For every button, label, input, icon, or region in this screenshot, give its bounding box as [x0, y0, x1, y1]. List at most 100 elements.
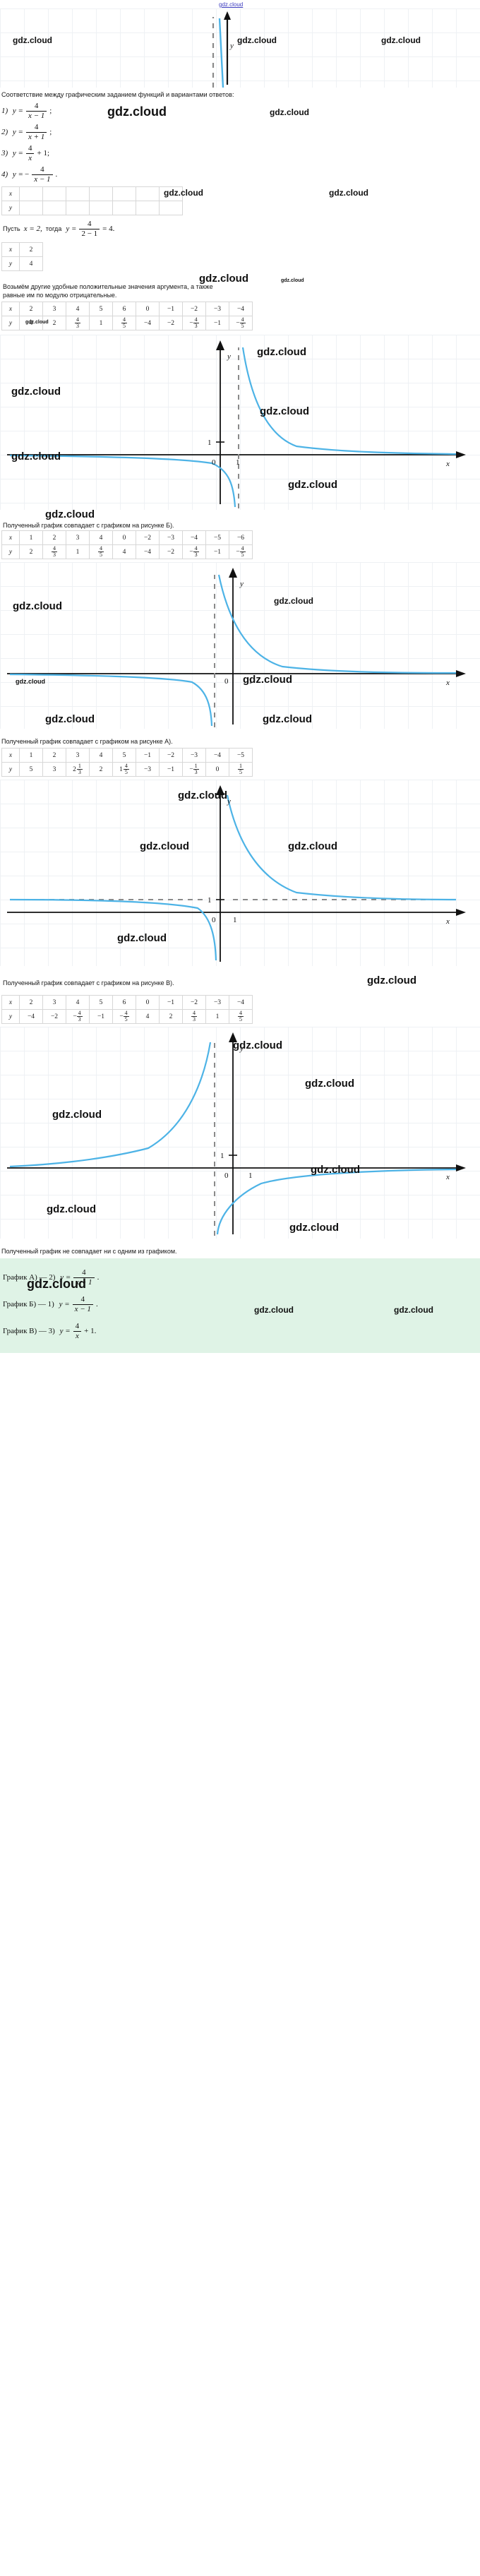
step1-line: Пусть x = 2, тогда y = 4 2 − 1 = 4. [1, 218, 480, 239]
watermark: gdz.cloud [329, 188, 368, 198]
cell [89, 186, 113, 201]
x-axis-arrow [456, 909, 466, 916]
option-1: 1) y = 4 x − 1 ; gdz.cloud gdz.cloud [1, 102, 480, 120]
cell: −1 [159, 762, 183, 777]
answer-a-numerator: 4 [82, 1268, 86, 1277]
cell: −4 [136, 316, 160, 330]
step2-block: Возьмём другие удобные положительные зна… [0, 273, 480, 299]
cell: −4 [182, 530, 206, 545]
cell: 4 [89, 748, 113, 763]
step2-line-1: Возьмём другие удобные положительные зна… [3, 283, 213, 290]
cell [112, 201, 136, 215]
cell: 2 [42, 748, 66, 763]
cell: −2 [159, 316, 183, 330]
cell: 0 [112, 530, 136, 545]
row-header-x: x [1, 995, 20, 1010]
origin-label: 0 [224, 677, 229, 686]
answer-a-denominator: x + 1 [73, 1277, 95, 1287]
hyperbola-left-branch [9, 454, 236, 508]
option-4-tail: . [55, 170, 58, 179]
option-2-denominator: x + 1 [25, 131, 47, 141]
cell: 2 [19, 302, 43, 316]
cell: 1 [19, 748, 43, 763]
cell [42, 186, 66, 201]
option-2-label: 2) [1, 128, 8, 136]
option-2: 2) y = 4 x + 1 ; [1, 123, 480, 141]
cell [89, 201, 113, 215]
graph-top-svg [212, 11, 231, 88]
x-axis-arrow [456, 670, 466, 677]
row-header-y: y [1, 201, 20, 215]
table-row: x 2 3 4 5 6 0 −1 −2 −3 −4 [1, 302, 253, 316]
answer-b-label: График Б) — 1) [3, 1300, 54, 1308]
x-axis-label: x [445, 460, 450, 468]
hyperbola-left-branch [9, 898, 217, 961]
option-2-lhs: y = [12, 128, 23, 136]
cell: 4 [112, 544, 136, 559]
cell: 3 [42, 995, 66, 1010]
watermark: gdz.cloud [281, 278, 304, 283]
cell: −4 3 [66, 1009, 90, 1024]
answer-b-tail: . [95, 1300, 98, 1308]
y-tick-label-1: 1 [208, 896, 212, 905]
cell [112, 186, 136, 201]
cell [136, 201, 160, 215]
y-axis-label: y [239, 1044, 244, 1053]
answer-b-denominator: x − 1 [72, 1304, 93, 1313]
origin-label: 0 [212, 916, 216, 924]
y-axis-arrow [216, 340, 224, 350]
cell [42, 201, 66, 215]
cell: −2 [182, 995, 206, 1010]
cell: −3 [136, 762, 160, 777]
cell: 2 [19, 544, 43, 559]
option-3-label: 3) [1, 149, 8, 157]
x-tick-label-1: 1 [248, 677, 253, 686]
option-4: 4) y = − 4 x − 1 . [1, 165, 480, 184]
graph-top: gdz.cloud gdz.cloud gdz.cloud y [0, 8, 480, 88]
graph-1-svg: 1 0 1 y x [7, 340, 466, 508]
hyperbola-lower-branch [216, 1168, 457, 1235]
watermark: gdz.cloud [367, 974, 416, 986]
table-row: y 4 [1, 256, 43, 271]
cell: −1 3 [182, 762, 206, 777]
option-4-fraction: 4 x − 1 [32, 165, 53, 184]
graph-2: 0 1 y x gdz.cloud gdz.cloud gdz.cloud gd… [0, 562, 480, 729]
caption-graph-b: Полученный график совпадает с графиком н… [3, 522, 174, 529]
watermark: gdz.cloud [45, 508, 95, 520]
cell: 3 [42, 762, 66, 777]
row-header-x: x [1, 748, 20, 763]
row-header-x: x [1, 186, 20, 201]
answer-v-tail: + 1. [84, 1327, 97, 1335]
cell: −1 [136, 748, 160, 763]
x-axis-label: x [445, 1173, 450, 1181]
step1-numerator: 4 [88, 219, 92, 228]
caption-b-wrap: gdz.cloud Полученный график совпадает с … [0, 508, 480, 529]
answer-b-lhs: y = [59, 1300, 70, 1308]
y-axis-arrow [224, 11, 231, 20]
step2-line-2: равные им по модулю отрицательные. [3, 292, 117, 299]
page-title: Соответствие между графическим заданием … [1, 91, 234, 98]
cell [19, 201, 43, 215]
empty-table: x y [1, 186, 183, 215]
cell: −4 [19, 1009, 43, 1024]
cell: −3 [205, 302, 229, 316]
empty-table-wrap: x y gdz.cloud gdz.cloud [0, 186, 480, 215]
option-1-denominator: x − 1 [25, 110, 47, 120]
answer-a-lhs: y = [60, 1273, 71, 1282]
cell: 5 [112, 748, 136, 763]
y-tick-label-1: 1 [208, 439, 212, 447]
option-1-numerator: 4 [34, 101, 39, 110]
option-3-fraction: 4 x [26, 144, 35, 162]
cell: −4 [136, 544, 160, 559]
table-row: x 2 3 4 5 6 0 −1 −2 −3 −4 [1, 995, 253, 1010]
answer-box: График А) — 2) y = 4 x + 1 . gdz.cloud Г… [0, 1258, 480, 1353]
watermark: gdz.cloud [254, 1305, 294, 1315]
option-1-label: 1) [1, 107, 8, 115]
